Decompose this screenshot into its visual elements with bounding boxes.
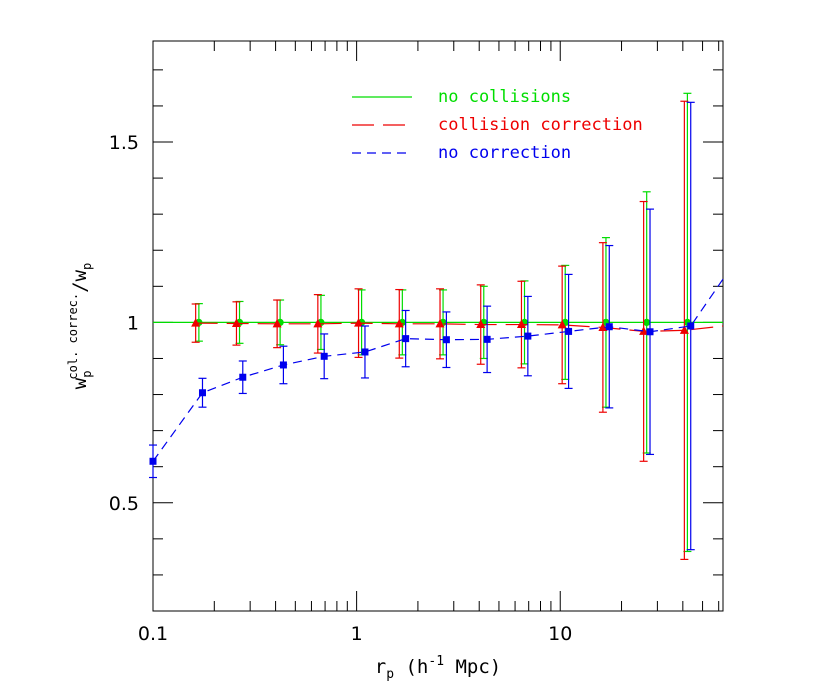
- data-point: [435, 318, 445, 328]
- x-axis-label: rp (h-1 Mpc): [375, 654, 501, 682]
- legend: no collisions collision correction no corr…: [352, 87, 643, 163]
- data-point: [198, 389, 206, 397]
- data-point: [394, 318, 404, 328]
- data-point: [679, 325, 689, 334]
- data-point: [687, 322, 695, 330]
- data-point: [524, 332, 532, 340]
- x-tick-label: 1: [351, 623, 363, 645]
- data-point: [516, 319, 526, 329]
- axis-tick-labels: 0.1 1 10 0.5 1 1.5: [109, 132, 573, 645]
- legend-label: no collisions: [438, 87, 571, 107]
- y-tick-label: 1: [127, 312, 139, 334]
- y-axis-label: wpcol. correc./wp: [66, 263, 94, 390]
- data-point: [565, 327, 573, 335]
- data-point: [442, 336, 450, 344]
- y-tick-label: 1.5: [109, 132, 139, 154]
- data-point: [313, 318, 323, 328]
- data-point: [279, 361, 287, 369]
- series-2: [191, 100, 724, 561]
- data-point: [483, 335, 491, 343]
- data-point: [639, 326, 649, 335]
- data-point: [476, 319, 486, 329]
- series-3: [149, 101, 724, 551]
- data-point: [402, 335, 410, 343]
- data-point: [598, 322, 608, 331]
- data-point: [239, 373, 247, 381]
- data-point: [605, 323, 613, 331]
- series-line: [152, 278, 724, 462]
- series-layer: [149, 92, 724, 561]
- legend-label: collision correction: [438, 115, 643, 135]
- legend-label: no correction: [438, 143, 571, 163]
- y-tick-label: 0.5: [109, 493, 139, 515]
- data-point: [149, 457, 157, 465]
- data-point: [320, 352, 328, 360]
- x-tick-label: 0.1: [138, 623, 168, 645]
- data-point: [231, 318, 241, 327]
- data-point: [272, 318, 282, 328]
- data-point: [643, 318, 651, 326]
- data-point: [361, 348, 369, 356]
- series-line: [195, 322, 724, 333]
- data-point: [557, 319, 567, 329]
- data-point: [191, 318, 201, 327]
- axis-ticks: [152, 41, 723, 611]
- x-tick-label: 10: [548, 623, 572, 645]
- data-point: [646, 328, 654, 336]
- data-point: [354, 318, 364, 327]
